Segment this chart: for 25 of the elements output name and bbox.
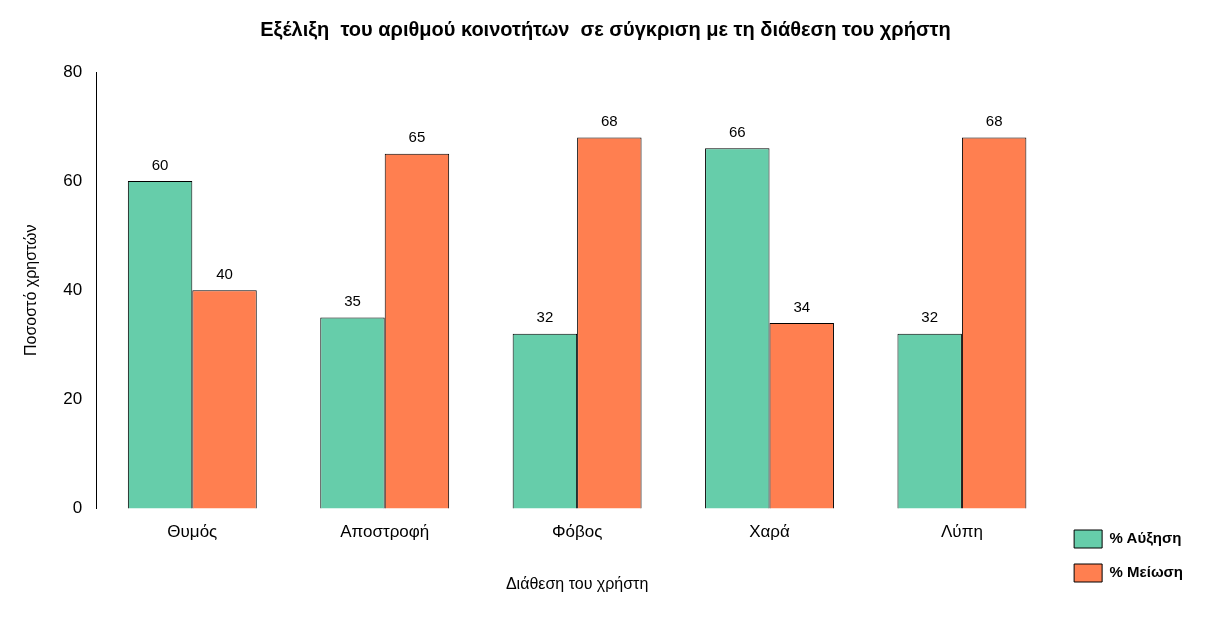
y-tick-label: 20 — [63, 388, 83, 408]
data-label: 35 — [344, 292, 361, 310]
x-tick-label: Χαρά — [749, 522, 791, 542]
legend-label: % Μείωση — [1109, 563, 1184, 581]
data-label: 40 — [216, 264, 233, 282]
data-label: 68 — [601, 112, 618, 130]
y-axis-title: Ποσοστό χρηστών — [22, 224, 40, 357]
x-tick-label: Λύπη — [941, 522, 983, 542]
y-tick-label: 0 — [72, 498, 83, 518]
data-label: 34 — [793, 297, 811, 315]
data-label: 60 — [151, 155, 169, 173]
x-axis-title: Διάθεση του χρήστη — [505, 574, 649, 592]
y-tick-label: 80 — [63, 61, 83, 81]
y-tick-label: 40 — [63, 279, 83, 299]
data-label: 66 — [728, 123, 746, 141]
y-tick-label: 60 — [63, 170, 83, 190]
data-label: 32 — [921, 308, 939, 326]
data-label: 68 — [985, 112, 1003, 130]
legend-label: % Αύξηση — [1109, 529, 1182, 547]
x-tick-label: Αποστροφή — [340, 522, 430, 542]
x-tick-label: Φόβος — [551, 522, 603, 542]
x-tick-label: Θυμός — [167, 522, 218, 542]
data-label: 65 — [408, 128, 426, 146]
data-label: 32 — [536, 308, 554, 326]
chart-title: Εξέλιξη του αριθμού κοινοτήτων σε σύγκριση με τη διάθεση του χρήστη — [260, 17, 951, 40]
